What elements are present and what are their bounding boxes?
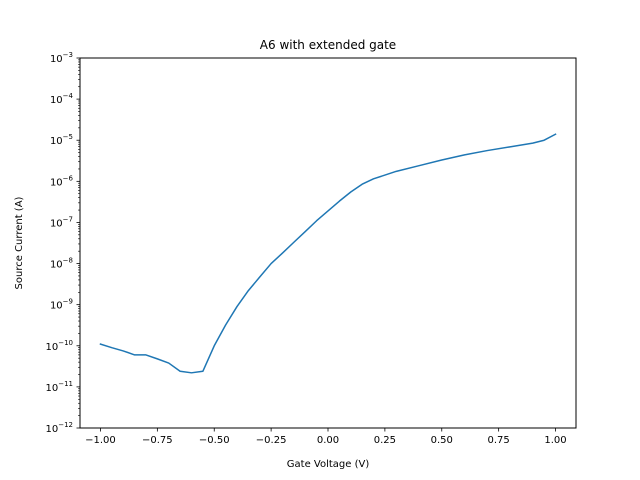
- x-tick-label: 0.25: [374, 435, 396, 446]
- y-axis-label: Source Current (A): [14, 196, 25, 289]
- y-tick-label: 10−12: [45, 421, 73, 435]
- x-tick-label: 1.00: [544, 435, 566, 446]
- y-tick-label: 10−4: [50, 92, 74, 106]
- plot-frame: [79, 57, 577, 429]
- y-tick-label: 10−11: [45, 380, 73, 394]
- x-axis-ticks: −1.00 −0.75 −0.50 −0.25 0.00 0.25 0.50 0.75 1.00: [85, 428, 567, 446]
- chart-title: A6 with extended gate: [260, 38, 396, 52]
- x-tick-label: −0.25: [256, 435, 287, 446]
- y-tick-label: 10−9: [50, 298, 73, 312]
- x-tick-label: −1.00: [85, 435, 116, 446]
- y-tick-label: 10−5: [50, 133, 73, 147]
- y-tick-label: 10−10: [45, 339, 73, 353]
- y-tick-label: 10−3: [50, 51, 73, 65]
- y-tick-label: 10−6: [50, 174, 74, 188]
- series-line: [99, 133, 557, 374]
- plot-area: [99, 133, 557, 374]
- y-axis-ticks: 10−12 10−11 10−10 10−9 10−8 10−7 10−6 10−5 10−4 1…: [45, 51, 80, 435]
- x-tick-label: 0.00: [317, 435, 339, 446]
- x-tick-label: 0.50: [431, 435, 453, 446]
- x-tick-label: −0.50: [199, 435, 230, 446]
- x-axis-label: Gate Voltage (V): [287, 459, 370, 470]
- x-tick-label: −0.75: [142, 435, 173, 446]
- y-tick-label: 10−7: [50, 215, 73, 229]
- y-tick-label: 10−8: [50, 257, 73, 271]
- x-tick-label: 0.75: [488, 435, 510, 446]
